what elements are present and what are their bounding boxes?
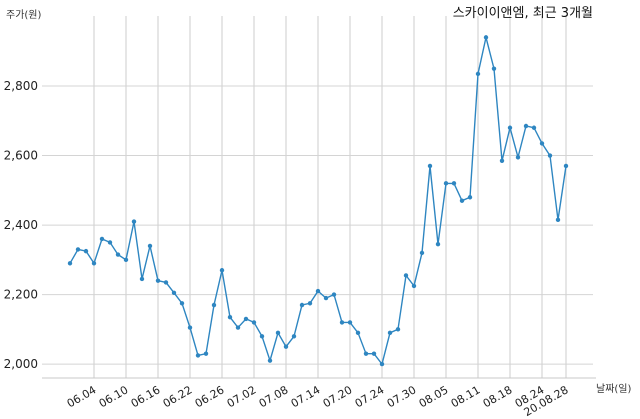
data-point: [115, 252, 121, 257]
series-group: [67, 35, 569, 367]
data-point: [331, 292, 337, 297]
data-point: [267, 358, 273, 363]
data-point: [75, 247, 81, 252]
data-point: [163, 280, 169, 285]
chart-title: 스카이이앤엠, 최근 3개월: [453, 6, 593, 21]
data-point: [523, 123, 529, 129]
x-tick-label: 07.30: [385, 383, 419, 410]
data-point: [363, 351, 369, 356]
data-point: [107, 240, 113, 245]
data-point: [355, 330, 361, 336]
data-point: [539, 141, 545, 146]
y-tick-label: 2,000: [4, 357, 38, 371]
vertical-gridlines: [93, 16, 567, 378]
data-point: [339, 320, 345, 325]
data-point: [99, 236, 105, 242]
y-tick-label: 2,800: [4, 79, 38, 93]
data-point: [123, 257, 129, 263]
x-tick-label: 08.05: [417, 383, 451, 410]
data-point: [227, 314, 233, 320]
data-point: [563, 163, 569, 169]
y-tick-label: 2,600: [4, 149, 38, 163]
data-point: [219, 268, 225, 273]
data-point: [427, 163, 433, 169]
data-point: [171, 290, 177, 296]
x-tick-label: 07.24: [353, 383, 387, 410]
data-point: [147, 243, 153, 249]
data-point: [83, 248, 89, 254]
data-point: [283, 344, 289, 349]
data-point: [67, 261, 73, 266]
data-point: [419, 250, 425, 256]
data-point: [315, 288, 321, 294]
data-point: [411, 283, 417, 289]
x-tick-label: 07.20: [321, 383, 355, 410]
data-point: [291, 334, 297, 339]
data-point: [187, 325, 193, 330]
data-point: [403, 273, 409, 278]
x-tick-labels: 06.0406.1006.1606.2206.2607.0207.0807.14…: [65, 383, 571, 419]
data-point: [195, 353, 201, 358]
data-point: [347, 320, 353, 325]
data-point: [323, 295, 329, 301]
data-point: [251, 320, 257, 325]
data-point: [491, 66, 497, 71]
data-point: [547, 153, 553, 158]
data-point: [435, 241, 441, 247]
x-tick-label: 07.14: [289, 383, 323, 410]
data-point: [275, 330, 281, 336]
x-tick-label: 06.26: [193, 383, 227, 410]
data-point: [235, 325, 241, 330]
x-tick-label: 08.18: [481, 383, 515, 410]
data-point: [131, 219, 137, 224]
x-tick-label: 07.08: [257, 383, 291, 410]
data-point: [299, 302, 305, 308]
y-axis-label: 주가(원): [6, 9, 42, 21]
data-point: [259, 334, 265, 339]
data-point: [139, 276, 145, 282]
data-point: [443, 181, 449, 186]
data-point: [395, 327, 401, 332]
data-point: [211, 302, 217, 308]
data-point: [371, 351, 377, 356]
y-tick-label: 2,400: [4, 218, 38, 232]
x-tick-label: 06.16: [129, 383, 163, 410]
data-point: [387, 330, 393, 336]
data-point: [515, 155, 521, 160]
data-point: [467, 195, 473, 200]
x-tick-label: 08.11: [449, 383, 483, 410]
data-point: [91, 261, 97, 266]
data-point: [307, 301, 313, 306]
data-point: [379, 361, 385, 367]
x-tick-label: 06.04: [65, 383, 99, 410]
data-point: [483, 35, 489, 40]
data-point: [555, 217, 561, 223]
data-point: [243, 316, 249, 322]
data-point: [507, 125, 513, 130]
data-point: [459, 198, 465, 203]
data-point: [179, 301, 185, 306]
data-point: [499, 158, 505, 163]
x-tick-label: 06.22: [161, 383, 195, 410]
data-point: [451, 181, 457, 186]
x-tick-label: 07.02: [225, 383, 259, 410]
x-axis-label: 날짜(일): [596, 383, 632, 395]
data-point: [203, 351, 209, 356]
data-point: [475, 71, 481, 77]
x-tick-label: 06.10: [97, 383, 131, 410]
y-tick-label: 2,200: [4, 288, 38, 302]
y-tick-labels: 2,000 2,200 2,400 2,600 2,800: [4, 79, 38, 371]
data-point: [155, 278, 161, 283]
data-point: [531, 125, 537, 130]
